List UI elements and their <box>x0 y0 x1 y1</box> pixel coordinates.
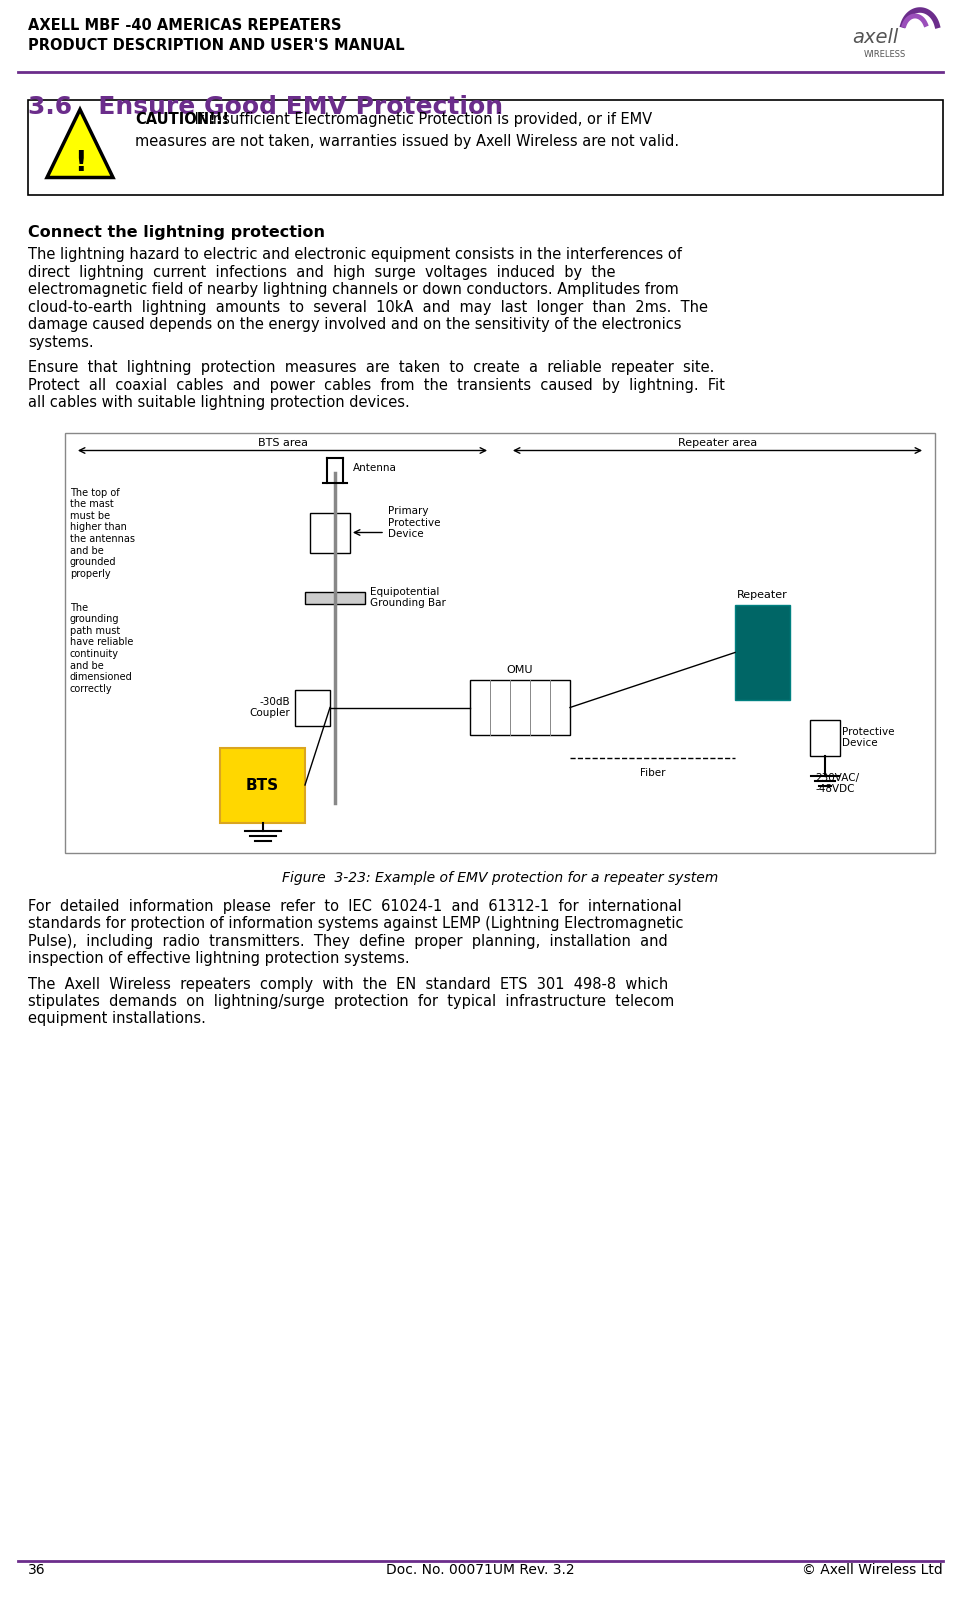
Bar <box>305 592 365 603</box>
Text: 230VAC/
-48VDC: 230VAC/ -48VDC <box>815 772 859 794</box>
Text: PRODUCT DESCRIPTION AND USER'S MANUAL: PRODUCT DESCRIPTION AND USER'S MANUAL <box>28 39 405 53</box>
Text: The lightning hazard to electric and electronic equipment consists in the interf: The lightning hazard to electric and ele… <box>28 247 682 262</box>
Text: BTS: BTS <box>246 777 279 793</box>
Text: The top of
the mast
must be
higher than
the antennas
and be
grounded
properly: The top of the mast must be higher than … <box>70 488 135 579</box>
Bar <box>470 681 570 735</box>
Text: Repeater: Repeater <box>737 591 788 600</box>
Text: Doc. No. 00071UM Rev. 3.2: Doc. No. 00071UM Rev. 3.2 <box>385 1563 575 1578</box>
Text: AXELL MBF -40 AMERICAS REPEATERS: AXELL MBF -40 AMERICAS REPEATERS <box>28 18 341 34</box>
Text: © Axell Wireless Ltd: © Axell Wireless Ltd <box>802 1563 943 1578</box>
Text: Primary
Protective
Device: Primary Protective Device <box>388 506 440 539</box>
Text: Figure  3-23: Example of EMV protection for a repeater system: Figure 3-23: Example of EMV protection f… <box>282 870 718 884</box>
Text: all cables with suitable lightning protection devices.: all cables with suitable lightning prote… <box>28 395 409 409</box>
Text: If insufficient Electromagnetic Protection is provided, or if EMV: If insufficient Electromagnetic Protecti… <box>190 112 653 127</box>
Text: equipment installations.: equipment installations. <box>28 1011 206 1027</box>
Bar <box>295 690 330 725</box>
Text: Ensure  that  lightning  protection  measures  are  taken  to  create  a  reliab: Ensure that lightning protection measure… <box>28 360 714 376</box>
Bar <box>310 512 350 552</box>
Polygon shape <box>47 109 113 178</box>
Text: 3.6   Ensure Good EMV Protection: 3.6 Ensure Good EMV Protection <box>28 95 504 119</box>
Text: electromagnetic field of nearby lightning channels or down conductors. Amplitude: electromagnetic field of nearby lightnin… <box>28 282 678 297</box>
Text: Antenna: Antenna <box>353 462 397 472</box>
Bar <box>28 100 943 194</box>
Text: Equipotential
Grounding Bar: Equipotential Grounding Bar <box>370 587 446 608</box>
Text: Fiber: Fiber <box>640 767 665 777</box>
Text: OMU: OMU <box>506 664 533 676</box>
Bar <box>220 748 305 822</box>
Text: 36: 36 <box>28 1563 45 1578</box>
Bar <box>65 432 935 852</box>
Text: !: ! <box>74 149 86 177</box>
Text: Protect  all  coaxial  cables  and  power  cables  from  the  transients  caused: Protect all coaxial cables and power cab… <box>28 377 725 393</box>
Text: The
grounding
path must
have reliable
continuity
and be
dimensioned
correctly: The grounding path must have reliable co… <box>70 602 134 693</box>
Text: CAUTION!!!: CAUTION!!! <box>135 112 229 127</box>
Text: BTS area: BTS area <box>258 438 308 448</box>
Text: WIRELESS: WIRELESS <box>864 50 906 59</box>
Text: standards for protection of information systems against LEMP (Lightning Electrom: standards for protection of information … <box>28 916 683 931</box>
Text: -30dB
Coupler: -30dB Coupler <box>249 697 290 719</box>
Text: Protective
Device: Protective Device <box>842 727 895 748</box>
Text: inspection of effective lightning protection systems.: inspection of effective lightning protec… <box>28 952 409 966</box>
Text: Repeater area: Repeater area <box>678 438 757 448</box>
Bar <box>735 605 790 700</box>
Text: systems.: systems. <box>28 334 93 350</box>
Text: stipulates  demands  on  lightning/surge  protection  for  typical  infrastructu: stipulates demands on lightning/surge pr… <box>28 993 675 1010</box>
Text: damage caused depends on the energy involved and on the sensitivity of the elect: damage caused depends on the energy invo… <box>28 318 681 332</box>
Text: direct  lightning  current  infections  and  high  surge  voltages  induced  by : direct lightning current infections and … <box>28 265 615 279</box>
Text: For  detailed  information  please  refer  to  IEC  61024-1  and  61312-1  for  : For detailed information please refer to… <box>28 899 681 913</box>
Text: The  Axell  Wireless  repeaters  comply  with  the  EN  standard  ETS  301  498-: The Axell Wireless repeaters comply with… <box>28 976 668 992</box>
Text: axell: axell <box>852 27 899 47</box>
Text: measures are not taken, warranties issued by Axell Wireless are not valid.: measures are not taken, warranties issue… <box>135 133 679 149</box>
Bar <box>810 719 840 756</box>
Text: cloud-to-earth  lightning  amounts  to  several  10kA  and  may  last  longer  t: cloud-to-earth lightning amounts to seve… <box>28 300 708 315</box>
Text: Pulse),  including  radio  transmitters.  They  define  proper  planning,  insta: Pulse), including radio transmitters. Th… <box>28 934 668 949</box>
Text: Connect the lightning protection: Connect the lightning protection <box>28 225 325 241</box>
